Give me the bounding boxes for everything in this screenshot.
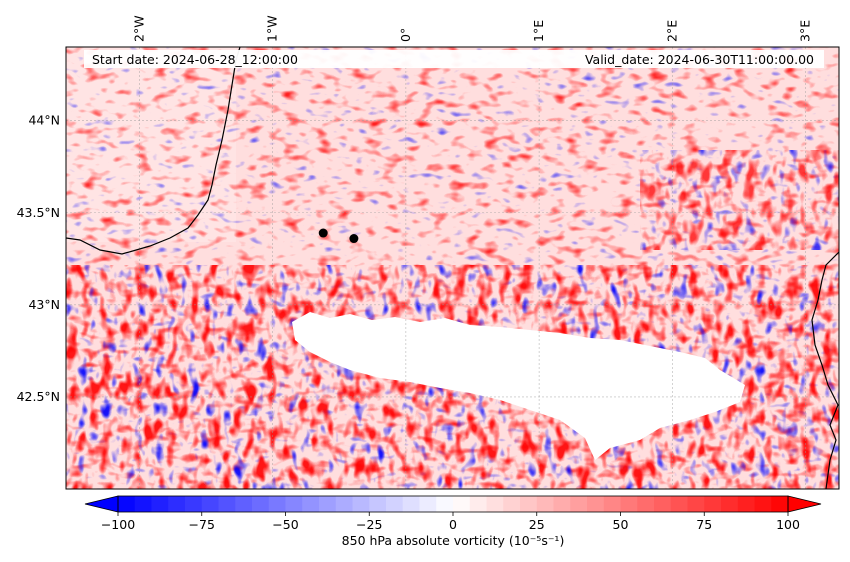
colorbar-segment [754, 496, 772, 512]
colorbar-tick-label: 100 [776, 517, 800, 532]
colorbar-segment [469, 496, 487, 512]
colorbar-tick-label: 0 [449, 517, 457, 532]
colorbar-segment [369, 496, 387, 512]
colorbar-segment [503, 496, 521, 512]
latitude-label: 44°N [28, 113, 60, 128]
valid-date-label: Valid_date: 2024-06-30T11:00:00.00 [585, 52, 814, 67]
vorticity-field-band-ne [640, 150, 839, 250]
colorbar-segment [603, 496, 621, 512]
colorbar-segment [670, 496, 688, 512]
mediterranean-coastline [811, 251, 839, 489]
colorbar-segment [637, 496, 655, 512]
colorbar-tick-label: 75 [696, 517, 712, 532]
longitude-label: 0° [398, 28, 413, 42]
colorbar-segment [151, 496, 169, 512]
colorbar-segment [319, 496, 337, 512]
graticule [66, 47, 839, 489]
map-panel: Start date: 2024-06-28_12:00:00 Valid_da… [66, 47, 839, 489]
colorbar-segment [134, 496, 152, 512]
colorbar-segment [268, 496, 286, 512]
colorbar-label: 850 hPa absolute vorticity (10⁻⁵s⁻¹) [342, 533, 565, 548]
station-marker [318, 228, 328, 238]
colorbar-segment [252, 496, 270, 512]
latitude-labels: 44°N 43.5°N 43°N 42.5°N [17, 113, 60, 404]
colorbar-segment [352, 496, 370, 512]
colorbar-segment [386, 496, 404, 512]
colorbar-segment [536, 496, 554, 512]
latitude-label: 43.5°N [17, 205, 60, 220]
colorbar-segment [687, 496, 705, 512]
colorbar-segment [453, 496, 471, 512]
masked-terrain-area [292, 312, 745, 460]
map-frame [65, 46, 840, 490]
colorbar-tick-label: −25 [356, 517, 382, 532]
longitude-labels: 2°W 1°W 0° 1°E 2°E 3°E [131, 15, 812, 42]
atlantic-coastline [66, 47, 241, 255]
station-marker [349, 234, 359, 244]
colorbar-segment [335, 496, 353, 512]
start-date-label: Start date: 2024-06-28_12:00:00 [92, 52, 298, 67]
colorbar-tick-label: 25 [529, 517, 545, 532]
colorbar-tick-label: 50 [613, 517, 629, 532]
colorbar-tick-label: −100 [101, 517, 135, 532]
date-label-background [84, 50, 824, 68]
colorbar-segment [285, 496, 303, 512]
colorbar-segment [185, 496, 203, 512]
colorbar-segment [302, 496, 320, 512]
colorbar-tick-label: −75 [189, 517, 215, 532]
colorbar-segment [704, 496, 722, 512]
colorbar-segment [218, 496, 236, 512]
station-markers [318, 228, 359, 244]
colorbar-segment [436, 496, 454, 512]
colorbar-segment [520, 496, 538, 512]
colorbar-segment [737, 496, 755, 512]
longitude-label: 2°E [664, 20, 679, 42]
colorbar-segment [570, 496, 588, 512]
colorbar-segment [419, 496, 437, 512]
latitude-label: 43°N [28, 297, 60, 312]
longitude-label: 1°W [265, 15, 280, 42]
colorbar-segment [587, 496, 605, 512]
colorbar-segment [553, 496, 571, 512]
colorbar-segment [721, 496, 739, 512]
colorbar-segment [402, 496, 420, 512]
colorbar-segment [771, 496, 789, 512]
colorbar-segment [168, 496, 186, 512]
colorbar-extend-max [787, 495, 822, 513]
colorbar-segment [201, 496, 219, 512]
colorbar-segment [654, 496, 672, 512]
colorbar-tick-label: −50 [272, 517, 298, 532]
colorbar: −100 −75 −50 −25 0 25 50 75 100 [84, 495, 822, 532]
colorbar-segment [235, 496, 253, 512]
latitude-label: 42.5°N [17, 389, 60, 404]
colorbar-extend-min [84, 495, 119, 513]
longitude-label: 3°E [798, 20, 813, 42]
longitude-label: 2°W [131, 15, 146, 42]
colorbar-segment [620, 496, 638, 512]
colorbar-segment [118, 496, 136, 512]
longitude-label: 1°E [531, 20, 546, 42]
colorbar-segment [486, 496, 504, 512]
